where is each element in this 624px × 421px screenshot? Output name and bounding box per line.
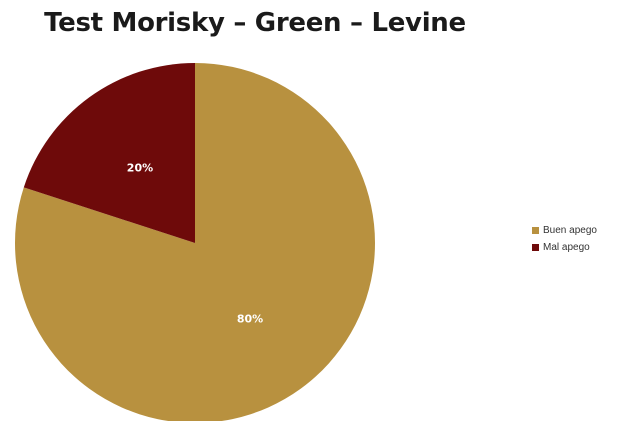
legend-label: Mal apego	[543, 242, 590, 253]
legend-label: Buen apego	[543, 225, 597, 236]
pie-slice-mal-apego	[23, 63, 195, 243]
legend-item-mal-apego: Mal apego	[532, 239, 597, 256]
chart-title: Test Morisky – Green – Levine	[44, 8, 466, 38]
slice-data-label: 20%	[127, 161, 153, 174]
chart-legend: Buen apego Mal apego	[532, 222, 597, 256]
legend-swatch	[532, 244, 539, 251]
pie-slice-buen-apego	[15, 63, 375, 421]
legend-swatch	[532, 227, 539, 234]
slice-data-label: 80%	[237, 313, 263, 326]
legend-item-buen-apego: Buen apego	[532, 222, 597, 239]
